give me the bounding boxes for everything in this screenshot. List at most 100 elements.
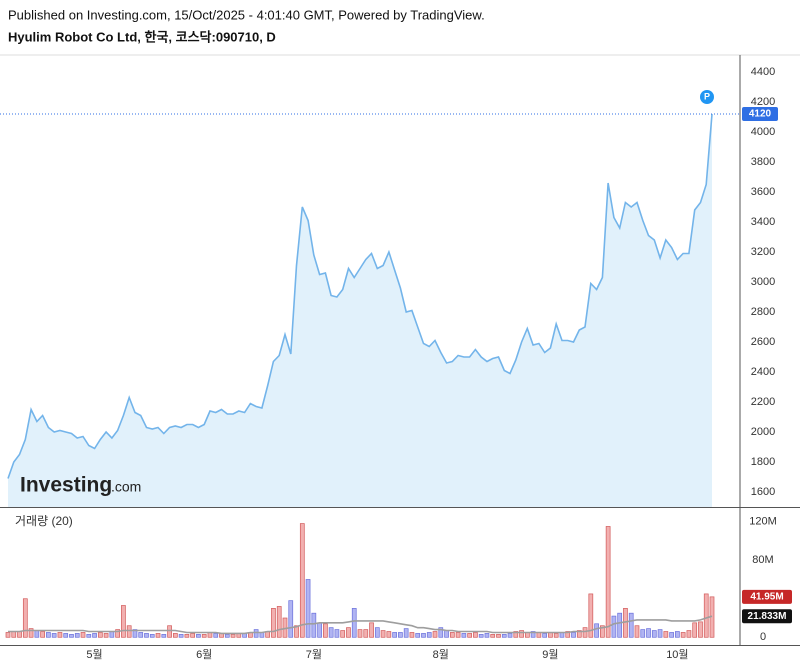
y-tick-label: 0: [760, 631, 766, 643]
volume-bar: [178, 634, 184, 638]
volume-bar: [155, 633, 161, 638]
symbol-title: Hyulim Robot Co Ltd, 한국, 코스닥:090710, D: [8, 29, 276, 44]
volume-bar: [109, 631, 115, 638]
y-tick-label: 2000: [751, 426, 775, 438]
volume-pane: 0 80M 120M 41.95M 21.833M: [5, 516, 792, 643]
volume-bar: [190, 633, 196, 638]
y-tick-label: 3000: [751, 276, 775, 288]
volume-bar: [369, 622, 374, 638]
price-line: [7, 113, 713, 479]
volume-bar: [386, 631, 392, 638]
volume-bar: [646, 628, 651, 638]
volume-bar: [669, 632, 674, 638]
volume-bar: [323, 623, 328, 638]
logo-suffix: .com: [111, 479, 141, 495]
volume-bar: [698, 621, 703, 638]
volume-bar: [57, 632, 63, 638]
volume-bar: [421, 633, 426, 638]
volume-bar: [40, 631, 45, 638]
y-tick-label: 4400: [751, 66, 775, 78]
volume-bar: [17, 631, 22, 638]
published-note: Published on Investing.com, 15/Oct/2025 …: [8, 7, 485, 22]
volume-bar: [553, 633, 559, 638]
volume-bar: [161, 634, 167, 638]
y-tick-label: 3200: [751, 246, 775, 258]
volume-bar: [507, 633, 513, 638]
y-tick-label: 1800: [751, 456, 775, 468]
volume-bar: [305, 579, 311, 638]
volume-bar: [86, 634, 92, 638]
volume-bar: [271, 608, 276, 638]
volume-bar: [467, 633, 472, 638]
volume-bar: [651, 630, 657, 638]
x-tick-label: 9월: [542, 648, 558, 661]
volume-bar: [392, 632, 397, 638]
y-tick-label: 1600: [751, 486, 775, 498]
volume-bar: [363, 629, 369, 638]
volume-bar: [594, 623, 599, 638]
volume-bar: [703, 593, 709, 638]
volume-bar: [449, 632, 455, 638]
volume-bar: [501, 634, 507, 638]
x-tick-label: 10월: [666, 648, 688, 661]
volume-bar: [380, 630, 386, 638]
y-tick-label: 2800: [751, 306, 775, 318]
x-tick-label: 7월: [306, 648, 322, 661]
volume-bar: [184, 634, 190, 638]
volume-bar: [317, 622, 322, 638]
volume-bar: [490, 634, 496, 638]
volume-bar: [213, 633, 219, 638]
volume-bar: [144, 633, 149, 638]
volume-bar: [22, 598, 28, 638]
volume-bar: [46, 632, 51, 638]
volume-bar: [628, 612, 634, 638]
volume-bar: [640, 629, 646, 638]
y-tick-label: 3600: [751, 186, 775, 198]
volume-bar: [432, 631, 438, 638]
y-tick-label: 2400: [751, 366, 775, 378]
volume-bar: [663, 631, 669, 638]
volume-bar: [374, 627, 380, 638]
x-tick-label: 8월: [433, 648, 449, 661]
volume-bar: [444, 630, 449, 638]
volume-bar: [588, 593, 594, 638]
volume-bar: [126, 625, 132, 638]
value-label: 21.833M: [748, 611, 787, 622]
volume-bar: [132, 629, 138, 638]
volume-bar: [346, 627, 351, 638]
volume-bar: [328, 627, 334, 638]
volume-bar: [657, 629, 663, 638]
volume-bar: [576, 630, 582, 638]
volume-bar: [351, 608, 357, 638]
volume-bar: [484, 633, 490, 638]
y-tick-label: 3400: [751, 216, 775, 228]
value-label: 41.95M: [750, 592, 783, 603]
volume-bar: [138, 632, 144, 638]
volume-bar: [276, 606, 282, 638]
volume-bar: [398, 632, 403, 638]
volume-bar: [253, 629, 259, 638]
volume-bar: [675, 631, 680, 638]
volume-bar: [80, 632, 86, 638]
volume-bar: [51, 633, 57, 638]
volume-bar: [34, 630, 40, 638]
volume-bar: [617, 612, 623, 638]
volume-bar: [680, 632, 686, 638]
volume-bar: [11, 631, 17, 638]
x-tick-label: 5월: [86, 648, 102, 661]
volume-bar: [230, 634, 236, 638]
volume-bar: [340, 630, 346, 638]
volume-bar: [224, 634, 230, 638]
volume-bar: [571, 632, 576, 638]
volume-bar: [461, 633, 467, 638]
volume-bar: [167, 625, 172, 638]
y-tick-label: 2200: [751, 396, 775, 408]
volume-bar: [103, 633, 109, 638]
marker-letter: P: [704, 91, 710, 101]
volume-bar: [542, 633, 548, 638]
volume-bar: [294, 625, 299, 638]
volume-bar: [121, 605, 126, 638]
volume-bar: [92, 633, 97, 638]
y-tick-label: 3800: [751, 156, 775, 168]
